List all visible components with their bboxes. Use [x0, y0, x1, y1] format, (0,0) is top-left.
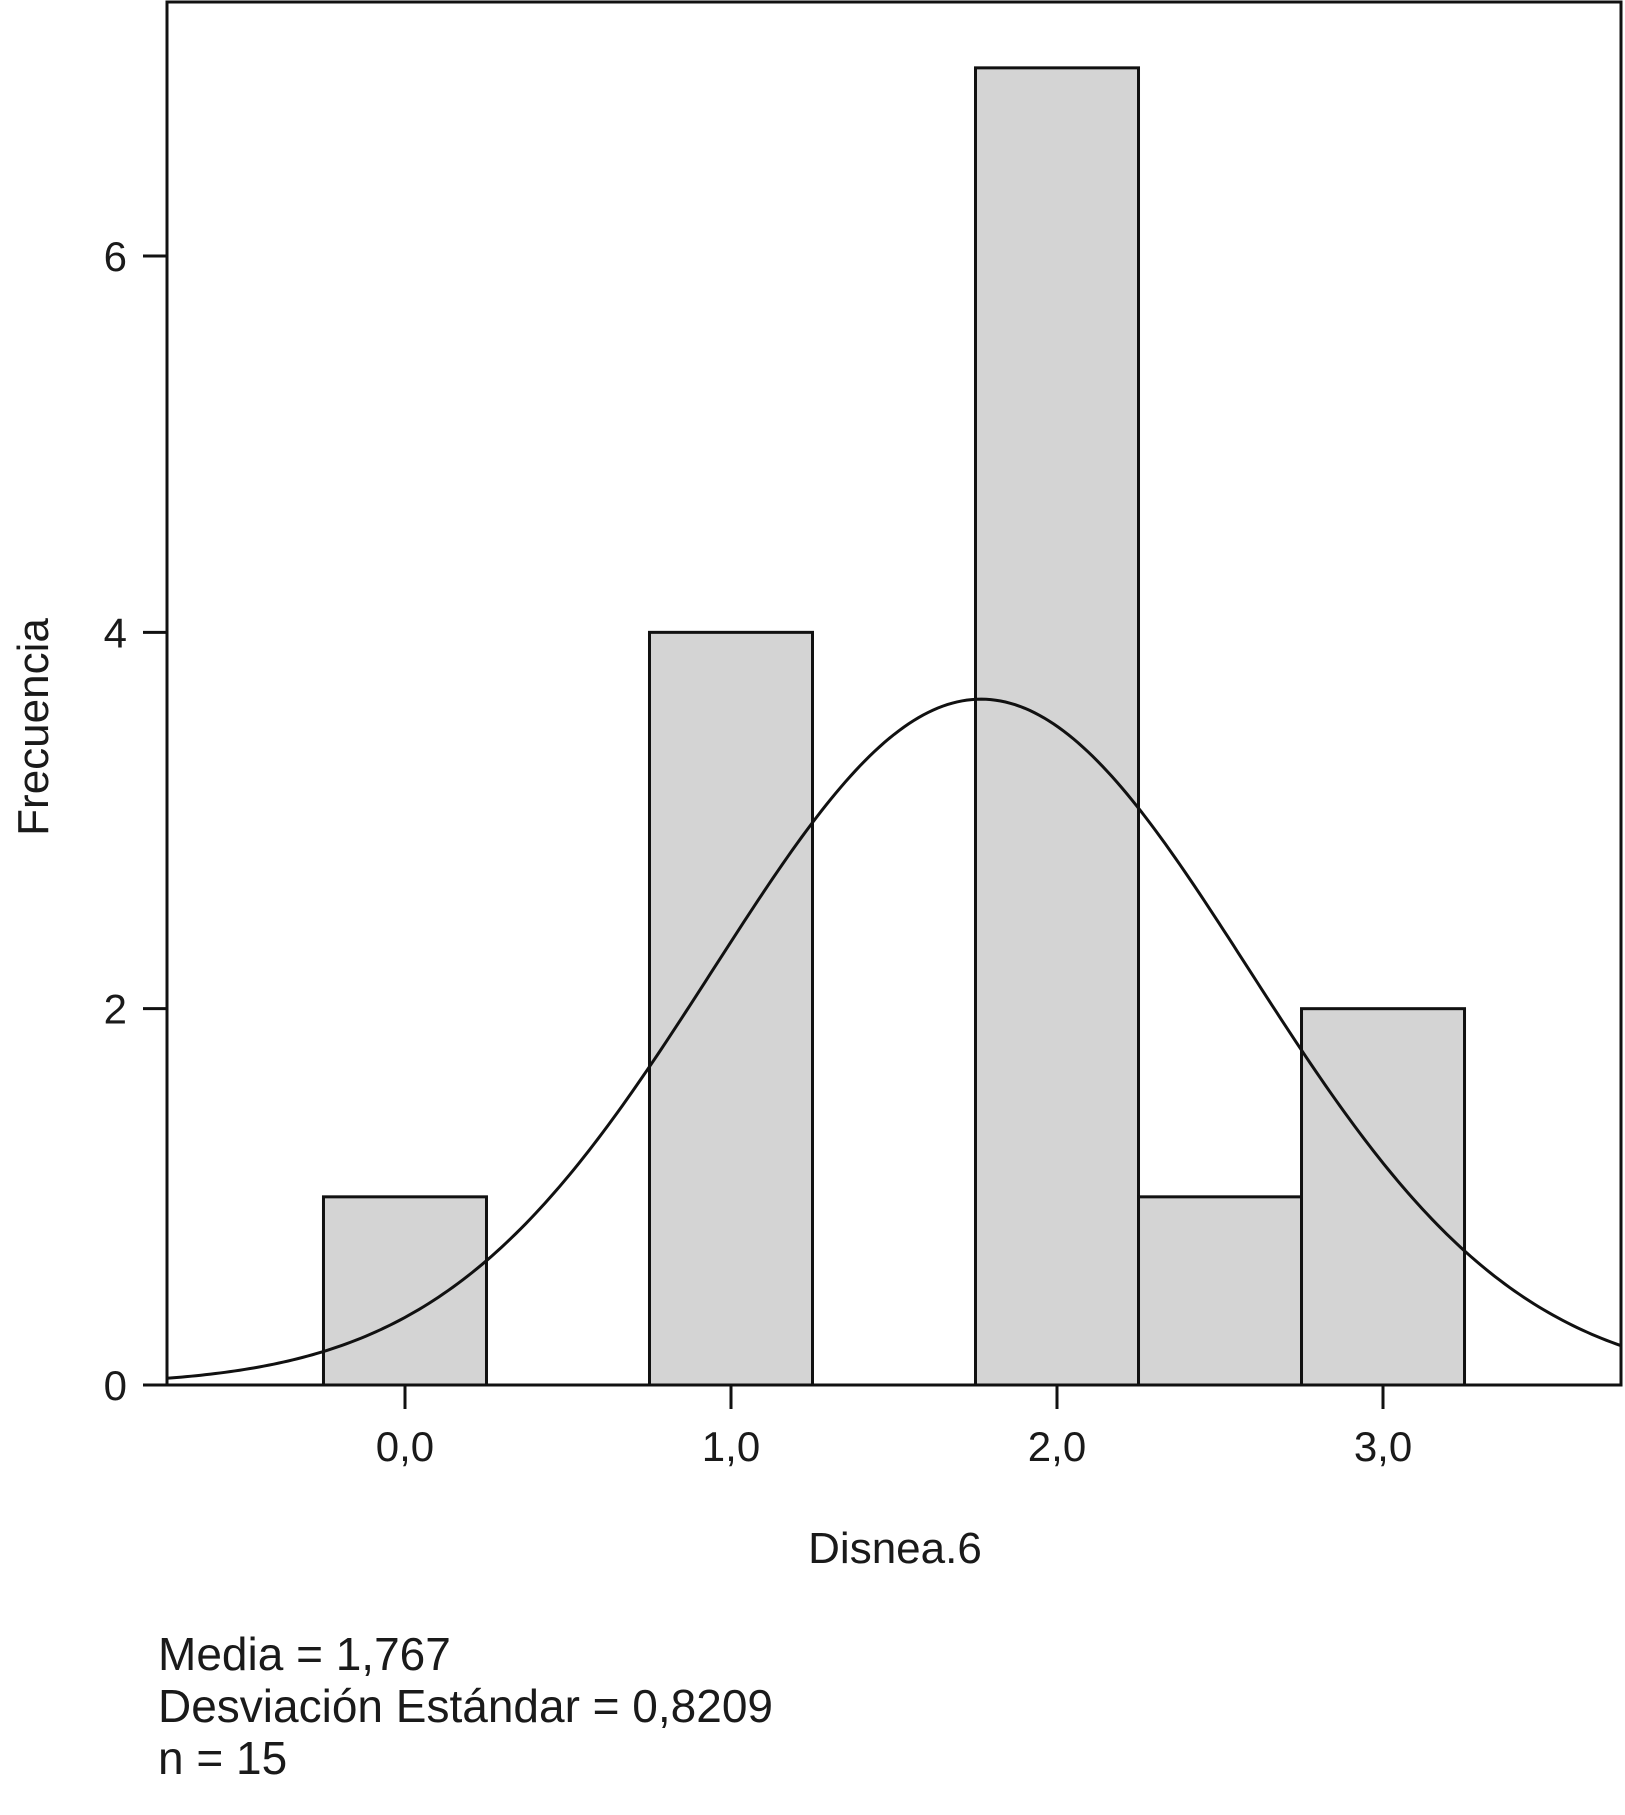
histogram-bar-1 [647, 630, 814, 1387]
normal-curve [166, 697, 1622, 1380]
histogram-bars [321, 66, 1467, 1387]
y-tick-label: 6 [104, 233, 127, 280]
histogram-bar-3 [1137, 1195, 1304, 1387]
x-tick-label: 1,0 [702, 1423, 760, 1470]
x-tick-label: 0,0 [376, 1423, 434, 1470]
stats-box: Media = 1,767 Desviación Estándar = 0,82… [158, 1628, 773, 1784]
x-axis-label: Disnea.6 [808, 1524, 982, 1573]
y-tick-label: 2 [104, 986, 127, 1033]
y-axis: 0 2 4 6 [104, 233, 167, 1409]
plot-frame [165, 0, 1623, 1387]
mean-stat: Media = 1,767 [158, 1628, 451, 1680]
histogram-bar-4 [1300, 1007, 1467, 1387]
x-tick-label: 3,0 [1354, 1423, 1412, 1470]
histogram-bar-0 [321, 1195, 488, 1387]
y-axis-label: Frecuencia [9, 618, 58, 836]
sd-stat: Desviación Estándar = 0,8209 [158, 1680, 774, 1732]
n-stat: n = 15 [158, 1732, 288, 1784]
y-tick-label: 0 [104, 1362, 127, 1409]
x-axis: 0,0 1,0 2,0 3,0 [376, 1385, 1412, 1470]
y-tick-label: 4 [104, 609, 127, 656]
x-tick-label: 2,0 [1028, 1423, 1086, 1470]
